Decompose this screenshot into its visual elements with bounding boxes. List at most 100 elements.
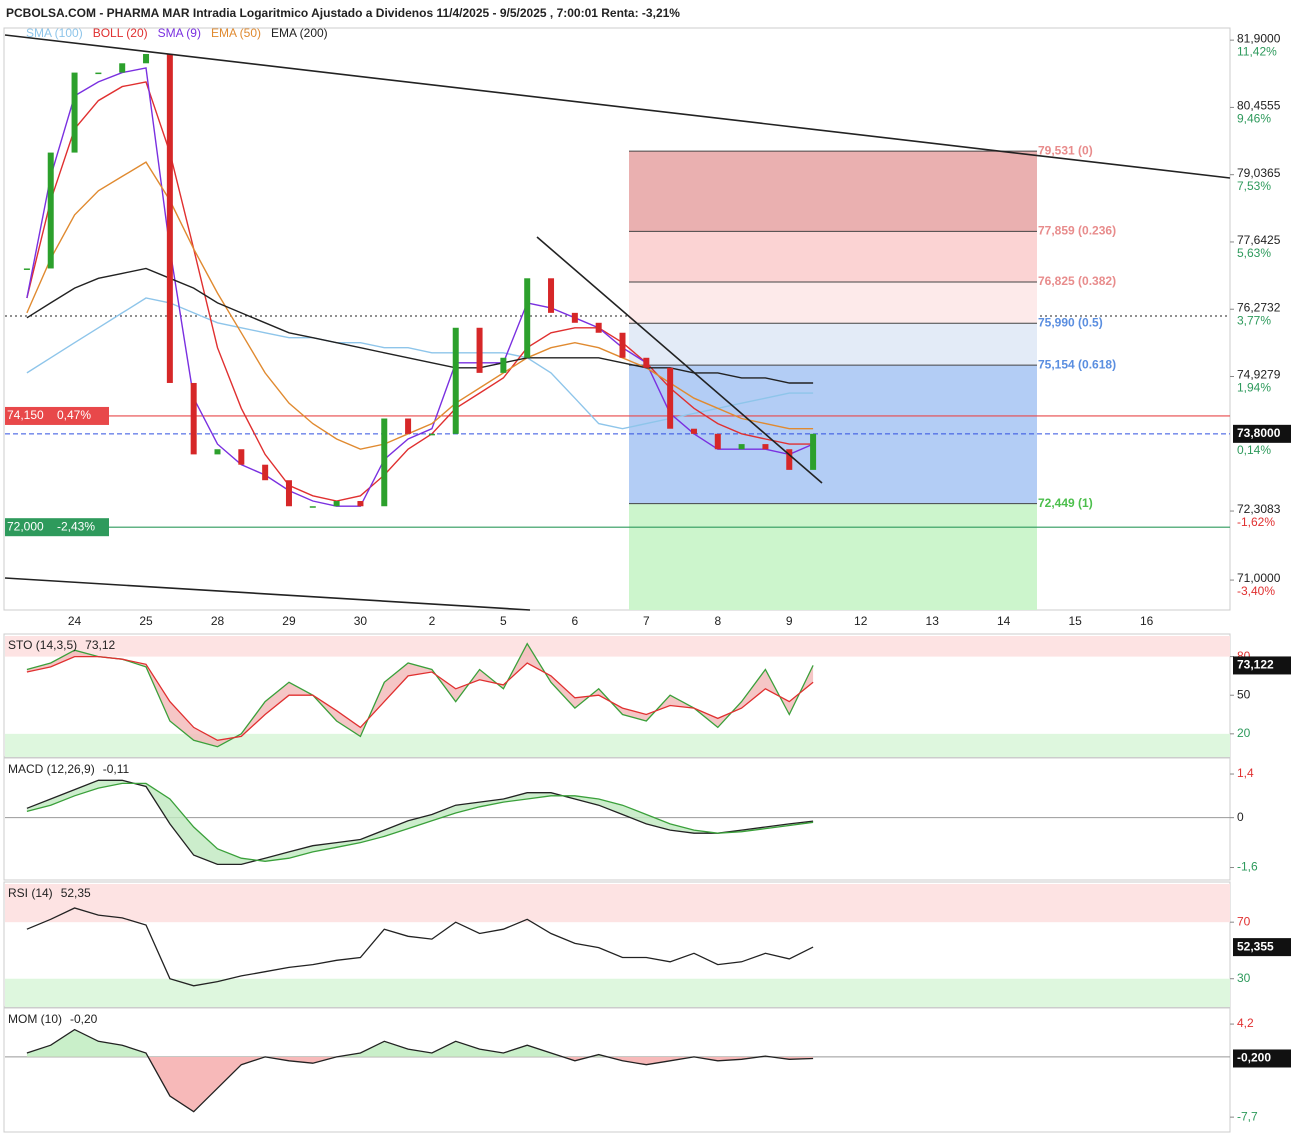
indicator-line [26,1028,814,1113]
panel-title: STO (14,3,5) [8,638,77,652]
fib-zone [629,365,1037,504]
candle [452,327,459,434]
candle [119,63,126,73]
indicator-line [26,779,814,866]
panel-value: -0,11 [103,762,130,776]
fib-label: 75,154 (0.618) [1038,357,1116,371]
oversold-zone [5,978,1230,1007]
fib-label: 76,825 (0.382) [1038,274,1116,288]
fib-zone [629,151,1037,232]
panel-title: MACD (12,26,9) [8,762,95,776]
candle [476,327,483,373]
indicator-line [26,67,814,507]
y-tick-change: -1,62% [1237,515,1275,529]
x-tick-label: 28 [211,614,225,628]
panel-frame [3,1007,1231,1133]
candle [619,332,626,358]
panel-value: 52,35 [61,886,91,900]
panel-frame [3,757,1231,881]
candle [548,278,555,313]
last-change: 0,14% [1237,443,1271,457]
fib-label: 79,531 (0) [1038,143,1093,157]
candle [690,428,697,434]
candle [285,480,292,507]
y-tick-change: 9,46% [1237,112,1271,126]
y-tick-label: 79,0365 [1237,166,1281,180]
fib-zone [629,231,1037,282]
y-tick-label: 4,2 [1237,1016,1254,1030]
fib-zone [629,281,1037,324]
indicator-line [26,907,814,987]
candle [738,444,745,450]
y-tick-label: -1,6 [1237,860,1258,874]
value-tag [1233,656,1291,675]
y-tick-label: -7,7 [1237,1109,1258,1123]
y-tick-label: 30 [1237,971,1251,985]
y-tick-label: 71,0000 [1237,571,1281,585]
indicator-line [26,782,814,862]
value-tag [1233,424,1291,443]
x-tick-label: 30 [354,614,368,628]
trend-line [4,577,531,611]
cross-fill [26,643,814,747]
candle [643,357,650,368]
y-tick-label: 74,9279 [1237,368,1281,382]
candle [357,501,364,507]
candle [238,449,245,465]
candle [166,54,173,383]
fib-label: 72,449 (1) [1038,496,1093,510]
y-tick-change: 1,94% [1237,381,1271,395]
value-tag-label: 73,8000 [1237,426,1281,440]
x-tick-label: 13 [926,614,940,628]
value-tag [1233,938,1291,957]
candle [143,54,150,64]
y-tick-change: -3,40% [1237,584,1275,598]
positive-area [26,1029,814,1057]
y-tick-label: 70 [1237,914,1251,928]
overbought-zone [5,884,1230,923]
x-tick-label: 16 [1140,614,1154,628]
value-tag [1233,1049,1291,1068]
fib-label: 77,859 (0.236) [1038,224,1116,238]
x-tick-label: 2 [429,614,436,628]
legend-entry: BOLL (20) [93,26,148,40]
indicator-line [26,161,814,450]
value-tag-label: 52,355 [1237,939,1274,953]
y-tick-label: 81,9000 [1237,31,1281,45]
y-tick-label: 77,6425 [1237,233,1281,247]
level-tag [5,518,109,537]
x-tick-label: 24 [68,614,82,628]
y-tick-label: 50 [1237,687,1251,701]
y-tick-label: 0 [1237,810,1244,824]
level-tag-label: 74,150 [7,408,44,422]
indicator-line [26,297,814,430]
candle [524,278,531,358]
x-tick-label: 5 [500,614,507,628]
y-tick-label: 72,3083 [1237,502,1281,516]
y-tick-change: 5,63% [1237,246,1271,260]
y-tick-label: 1,4 [1237,766,1254,780]
candle [714,433,721,450]
y-tick-change: 3,77% [1237,313,1271,327]
candle [23,268,30,270]
x-tick-label: 25 [139,614,153,628]
candle [595,322,602,333]
fib-zone [629,323,1037,366]
negative-area [148,1056,814,1112]
y-tick-change: 11,42% [1237,44,1277,58]
title-bg [0,0,1299,26]
legend-entry: EMA (50) [211,26,261,40]
panel-title: MOM (10) [8,1012,62,1026]
overbought-zone [5,636,1230,657]
candle [190,382,197,455]
level-tag [5,406,109,425]
y-tick-change: 7,53% [1237,179,1271,193]
value-tag-label: 73,122 [1237,658,1274,672]
candle [428,433,435,436]
legend-entry: SMA (9) [158,26,201,40]
panel-value: 73,12 [85,638,115,652]
chart-title: PCBOLSA.COM - PHARMA MAR Intradia Logari… [6,6,680,20]
oversold-zone [5,733,1230,757]
